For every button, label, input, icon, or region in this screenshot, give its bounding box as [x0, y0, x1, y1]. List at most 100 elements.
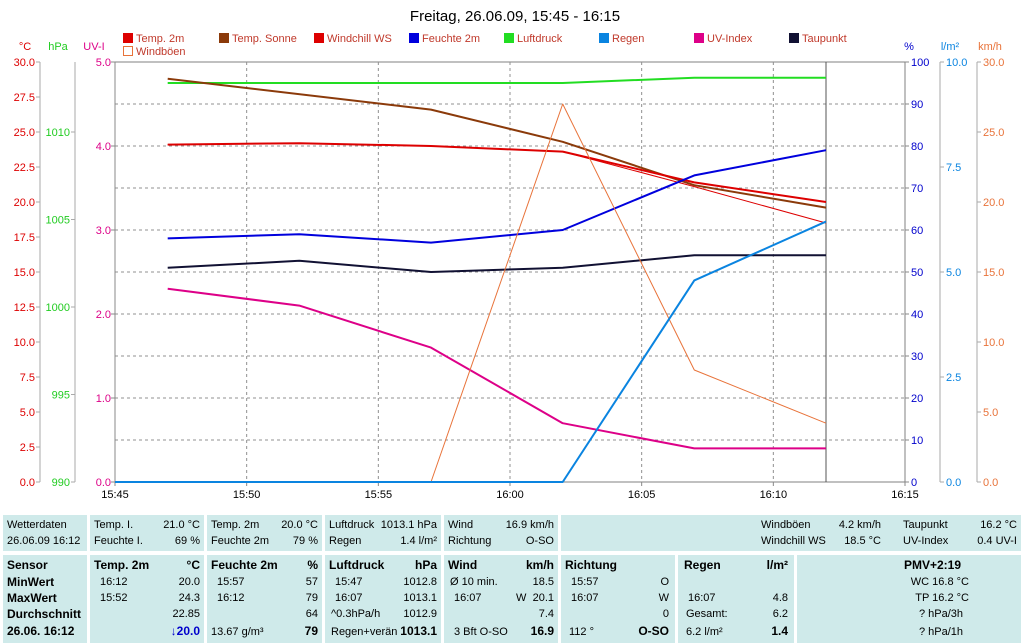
uv-tick-label: 4.0	[96, 141, 111, 153]
windboeen-label: Windböen	[761, 519, 811, 531]
rain-tick-label: 2.5	[946, 372, 961, 384]
feuchte-min-time: 15:57	[217, 576, 245, 588]
legend-swatch	[314, 33, 324, 43]
luftdruck-max-time: 16:07	[335, 592, 363, 604]
x-tick-label: 15:45	[101, 489, 129, 501]
temp2m-label: Temp. 2m	[211, 519, 260, 531]
pmv-title: PMV+2:19	[903, 558, 961, 572]
humidity-tick-label: 70	[911, 183, 923, 195]
pmv-hpa-1h: ? hPa/1h	[918, 626, 963, 638]
rain-tick-label: 7.5	[946, 162, 961, 174]
wind-tick-label: 0.0	[983, 477, 998, 489]
temp-tick-label: 22.5	[14, 162, 35, 174]
right-axes: 100908070605040302010010.07.55.02.50.030…	[905, 57, 1004, 489]
richtung-max-value: W	[658, 592, 669, 604]
humidity-tick-label: 100	[911, 57, 929, 69]
chart-title: Freitag, 26.06.09, 15:45 - 16:15	[410, 8, 620, 25]
pressure-tick-label: 1005	[46, 215, 70, 227]
temp-stats-unit: °C	[186, 558, 200, 572]
axis-unit-pressure: hPa	[48, 41, 68, 53]
luftdruck-stats-title: Luftdruck	[329, 558, 385, 572]
luftdruck-stats-unit: hPa	[414, 558, 437, 572]
wind-avg10-value: 18.5	[532, 576, 554, 588]
x-axis: 15:45 15:50 15:55 16:00 16:05 16:10 16:15	[101, 482, 919, 501]
wetterdaten-box: Wetterdaten 26.06.09 16:12	[3, 515, 87, 551]
humidity-tick-label: 20	[911, 393, 923, 405]
sensor-box: Sensor MinWert MaxWert Durchschnitt 26.0…	[3, 555, 87, 643]
feuchte-stats-title: Feuchte 2m	[211, 558, 278, 572]
regen-stats-title: Regen	[684, 558, 721, 572]
regen-label: Regen	[329, 535, 362, 547]
richtung-stats-box: Richtung 15:57 O 16:07 W 0 112 ° O-SO	[561, 555, 675, 643]
series-feuchte-2m	[167, 149, 827, 244]
temp-min-time: 16:12	[100, 576, 128, 588]
feuchte-stats-box: Feuchte 2m % 15:57 57 16:12 79 64 13.67 …	[207, 555, 322, 643]
temp-stats-title: Temp. 2m	[94, 558, 150, 572]
humidity-tick-label: 90	[911, 99, 923, 111]
regen-stats-unit: l/m²	[766, 558, 788, 572]
wind-max-direction: W	[516, 592, 527, 604]
wind-tick-label: 25.0	[983, 127, 1004, 139]
x-tick-label: 16:15	[891, 489, 919, 501]
temp-stats-box: Temp. 2m °C 16:12 20.0 15:52 24.3 22.85 …	[90, 555, 204, 643]
temp-tick-label: 25.0	[14, 127, 35, 139]
humidity-tick-label: 30	[911, 351, 923, 363]
x-tick-label: 15:50	[233, 489, 261, 501]
pmv-hpa-3h: ? hPa/3h	[918, 608, 963, 620]
temp-current-value: ↓20.0	[170, 624, 200, 638]
richtung-value: O-SO	[525, 535, 554, 547]
legend-label: UV-Index	[707, 33, 753, 45]
regen-gesamt-value: 6.2	[772, 608, 788, 620]
uv-tick-label: 3.0	[96, 225, 111, 237]
legend-swatch	[123, 46, 133, 56]
temp-tick-label: 10.0	[14, 337, 35, 349]
series-windchill-ws	[167, 142, 827, 224]
humidity-tick-label: 50	[911, 267, 923, 279]
richtung-degrees: 112 °	[569, 626, 594, 638]
wind-tick-label: 15.0	[983, 267, 1004, 279]
humidity-tick-label: 80	[911, 141, 923, 153]
regen-daily: 6.2 l/m²	[686, 626, 723, 638]
wind-stats-title: Wind	[448, 558, 478, 572]
richtung-avg-value: 0	[662, 608, 669, 620]
temp-tick-label: 30.0	[14, 57, 35, 69]
temp-tick-label: 15.0	[14, 267, 35, 279]
x-tick-label: 15:55	[365, 489, 393, 501]
series-temp-sonne	[167, 77, 827, 209]
regen-stats-box: Regen l/m² 16:07 4.8 Gesamt: 6.2 6.2 l/m…	[678, 555, 794, 643]
pressure-tick-label: 990	[52, 477, 70, 489]
temp-tick-label: 2.5	[20, 442, 35, 454]
legend-label: Luftdruck	[517, 33, 563, 45]
feuchte-max-time: 16:12	[217, 592, 245, 604]
pmv-tp: TP 16.2 °C	[915, 592, 969, 604]
wetterdaten-label: Wetterdaten	[7, 519, 67, 531]
feuchte-max-value: 79	[305, 592, 318, 604]
uvindex-value: 0.4 UV-I	[977, 535, 1017, 547]
temp-i-value: 21.0 °C	[163, 519, 200, 531]
luftdruck-trend: ^0.3hPa/h	[331, 608, 381, 620]
indoor-box: Temp. I. 21.0 °C Feuchte I. 69 %	[90, 515, 204, 551]
axis-unit-humidity: %	[904, 41, 914, 53]
uvindex-label: UV-Index	[903, 535, 949, 547]
taupunkt-label: Taupunkt	[903, 519, 948, 531]
legend-label: Feuchte 2m	[422, 33, 480, 45]
rain-tick-label: 0.0	[946, 477, 961, 489]
feuchte-min-value: 57	[305, 576, 318, 588]
legend-label: Temp. 2m	[136, 33, 184, 45]
rain-tick-label: 5.0	[946, 267, 961, 279]
legend-label: Temp. Sonne	[232, 33, 297, 45]
pressure-tick-label: 995	[52, 390, 70, 402]
legend-swatch	[219, 33, 229, 43]
wind-max-value: 20.1	[532, 592, 554, 604]
pressure-tick-label: 1010	[46, 127, 70, 139]
legend-swatch	[504, 33, 514, 43]
luftdruck-regen-label: Regen+verän	[331, 626, 398, 638]
x-tick-label: 16:10	[760, 489, 788, 501]
legend-label: Taupunkt	[802, 33, 847, 45]
richtung-max-time: 16:07	[571, 592, 599, 604]
legend-label: Windböen	[136, 46, 186, 58]
temp-max-time: 15:52	[100, 592, 128, 604]
axis-labels: °C hPa UV-I% l/m² km/h	[19, 41, 1002, 53]
wind-label: Wind	[448, 519, 474, 531]
luftdruck-max-value: 1013.1	[403, 592, 437, 604]
